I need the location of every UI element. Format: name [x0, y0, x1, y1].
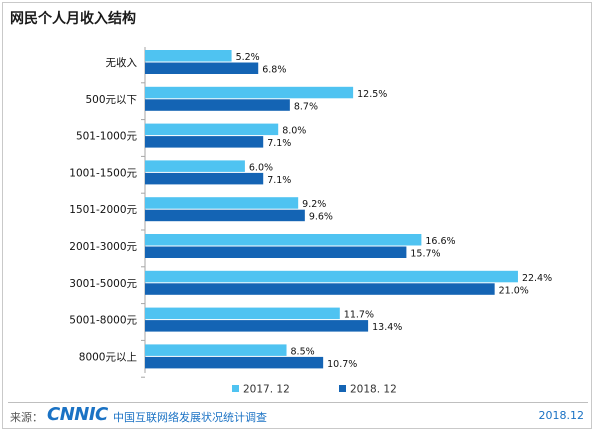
- category-label: 3001-5000元: [69, 278, 137, 290]
- bar-2017: [145, 234, 422, 246]
- bar-2017: [145, 307, 340, 320]
- bar-2018: [145, 209, 305, 222]
- legend-label: 2017. 12: [243, 384, 290, 396]
- bar-2018: [145, 246, 407, 258]
- bar-2017: [145, 160, 245, 172]
- bar-2017: [145, 270, 518, 283]
- category-label: 2001-3000元: [69, 241, 137, 253]
- source-organization: 中国互联网络发展状况统计调查: [113, 411, 267, 424]
- bar-2018: [145, 283, 495, 295]
- category-label: 5001-8000元: [69, 315, 137, 327]
- legend-swatch: [339, 385, 346, 392]
- data-label: 6.8%: [262, 65, 286, 76]
- data-label: 9.2%: [302, 199, 326, 210]
- data-label: 22.4%: [522, 273, 552, 284]
- bar-2017: [145, 123, 279, 136]
- category-label: 501-1000元: [76, 131, 138, 143]
- report-date: 2018.12: [538, 409, 585, 422]
- category-label: 8000元以上: [79, 351, 137, 363]
- legend-label: 2018. 12: [350, 384, 397, 396]
- bar-2018: [145, 136, 264, 148]
- bar-2018: [145, 62, 259, 74]
- bar-2018: [145, 356, 324, 369]
- bar-2018: [145, 320, 369, 332]
- data-label: 9.6%: [309, 212, 333, 223]
- data-label: 8.5%: [291, 346, 315, 357]
- bar-2018: [145, 99, 290, 111]
- chart-title: 网民个人月收入结构: [10, 11, 136, 27]
- category-label: 500元以下: [85, 94, 137, 106]
- data-label: 5.2%: [236, 52, 260, 63]
- category-label: 1501-2000元: [69, 204, 137, 216]
- bar-2017: [145, 86, 354, 99]
- source-prefix: 来源：: [10, 411, 43, 424]
- data-label: 8.7%: [294, 101, 318, 112]
- data-label: 7.1%: [267, 138, 291, 149]
- data-label: 15.7%: [410, 249, 440, 260]
- bar-2017: [145, 50, 232, 62]
- bar-2018: [145, 172, 264, 185]
- category-label: 1001-1500元: [69, 167, 137, 179]
- legend-swatch: [232, 385, 239, 392]
- data-label: 8.0%: [282, 126, 306, 137]
- data-label: 11.7%: [344, 310, 374, 321]
- data-label: 16.6%: [425, 236, 455, 247]
- data-label: 6.0%: [249, 162, 273, 173]
- footer-divider: [8, 402, 588, 403]
- data-label: 7.1%: [267, 175, 291, 186]
- bar-2017: [145, 197, 299, 209]
- data-label: 13.4%: [372, 322, 402, 333]
- category-label: 无收入: [106, 56, 138, 69]
- data-label: 10.7%: [327, 359, 357, 370]
- cnnic-logo: CNNIC: [47, 404, 108, 425]
- data-label: 21.0%: [499, 285, 529, 296]
- data-label: 12.5%: [357, 89, 387, 100]
- bar-2017: [145, 344, 287, 356]
